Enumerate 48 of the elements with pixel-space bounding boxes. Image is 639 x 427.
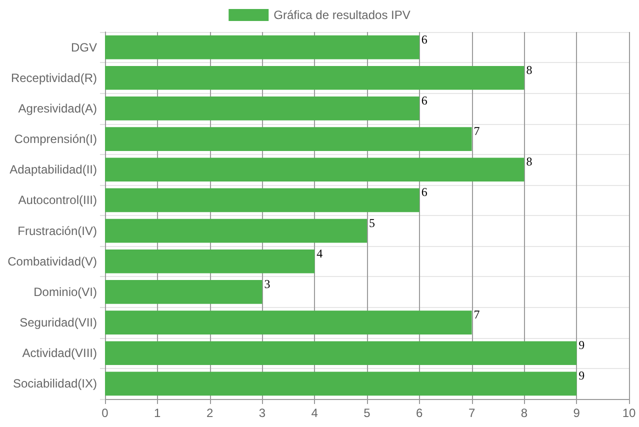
bar xyxy=(105,96,420,120)
x-tick-label: 10 xyxy=(622,406,636,420)
bar xyxy=(105,249,315,274)
data-label: 6 xyxy=(421,32,428,46)
y-tick-label: Dominio(VI) xyxy=(34,284,97,299)
data-label: 7 xyxy=(474,308,480,322)
y-tick-label: Autocontrol(III) xyxy=(18,193,97,208)
y-tick-label: Receptividad(R) xyxy=(10,70,97,85)
x-tick-label: 8 xyxy=(520,406,528,420)
x-tick-label: 7 xyxy=(468,406,476,420)
legend-label: Gráfica de resultados IPV xyxy=(274,8,410,22)
bar xyxy=(105,127,472,151)
bar xyxy=(105,280,262,304)
data-label: 6 xyxy=(421,93,428,108)
bar xyxy=(105,341,577,366)
data-label: 3 xyxy=(264,276,270,291)
y-tick-label: Comprensión(I) xyxy=(14,132,97,146)
y-tick-label: Agresividad(A) xyxy=(18,101,97,116)
data-label: 9 xyxy=(578,338,585,352)
x-tick-label: 1 xyxy=(154,406,162,420)
x-tick-label: 2 xyxy=(206,406,214,420)
bar xyxy=(105,66,524,90)
x-tick-label: 6 xyxy=(416,406,424,420)
data-label: 7 xyxy=(474,124,480,138)
y-tick-label: Seguridad(VII) xyxy=(20,316,97,330)
y-tick-label: Adaptabilidad(II) xyxy=(10,162,97,177)
y-tick-label: Sociabilidad(IX) xyxy=(12,376,97,391)
x-tick-label: 9 xyxy=(573,406,580,420)
bar xyxy=(105,372,577,396)
x-tick-label: 4 xyxy=(311,406,318,420)
x-tick-label: 5 xyxy=(364,406,371,420)
x-tick-label: 3 xyxy=(258,406,266,420)
data-label: 5 xyxy=(369,216,375,230)
bar xyxy=(105,310,472,334)
bar xyxy=(105,158,524,182)
bar xyxy=(105,35,420,60)
bar xyxy=(105,188,420,212)
y-tick-label: Combatividad(V) xyxy=(8,254,97,268)
data-label: 9 xyxy=(578,368,585,383)
bar xyxy=(105,218,367,243)
y-tick-label: Actividad(VIII) xyxy=(22,346,97,360)
data-label: 8 xyxy=(526,62,532,77)
data-label: 4 xyxy=(316,246,323,260)
x-tick-label: 0 xyxy=(102,406,109,420)
y-tick-label: DGV xyxy=(70,40,97,54)
data-label: 8 xyxy=(526,154,532,169)
data-label: 6 xyxy=(421,185,428,200)
y-tick-label: Frustración(IV) xyxy=(18,224,97,238)
